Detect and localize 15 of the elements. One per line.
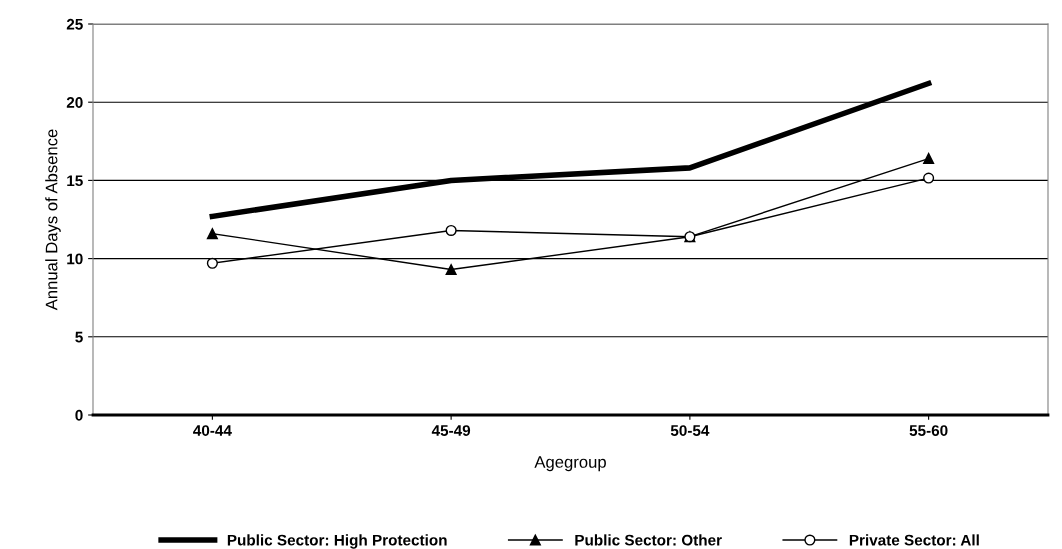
x-axis-title: Agegroup (534, 456, 606, 472)
y-axis-title: Annual Days of Absence (45, 129, 61, 311)
x-tick-label: 40-44 (193, 425, 232, 436)
y-tick-label: 5 (75, 331, 83, 343)
x-tick-label: 55-60 (909, 425, 948, 436)
y-tick-label: 15 (67, 175, 83, 187)
y-tick-label: 20 (66, 97, 83, 108)
y-tick-label: 25 (66, 18, 83, 30)
x-tick-label: 50-54 (670, 425, 710, 436)
y-tick-label: 10 (67, 253, 83, 265)
x-tick-label: 45-49 (431, 425, 471, 436)
legend-label: Private Sector: All (849, 534, 979, 546)
legend-label: Public Sector: High Protection (227, 534, 447, 549)
legend-label: Public Sector: Other (575, 534, 722, 546)
y-tick-label: 0 (75, 409, 83, 421)
